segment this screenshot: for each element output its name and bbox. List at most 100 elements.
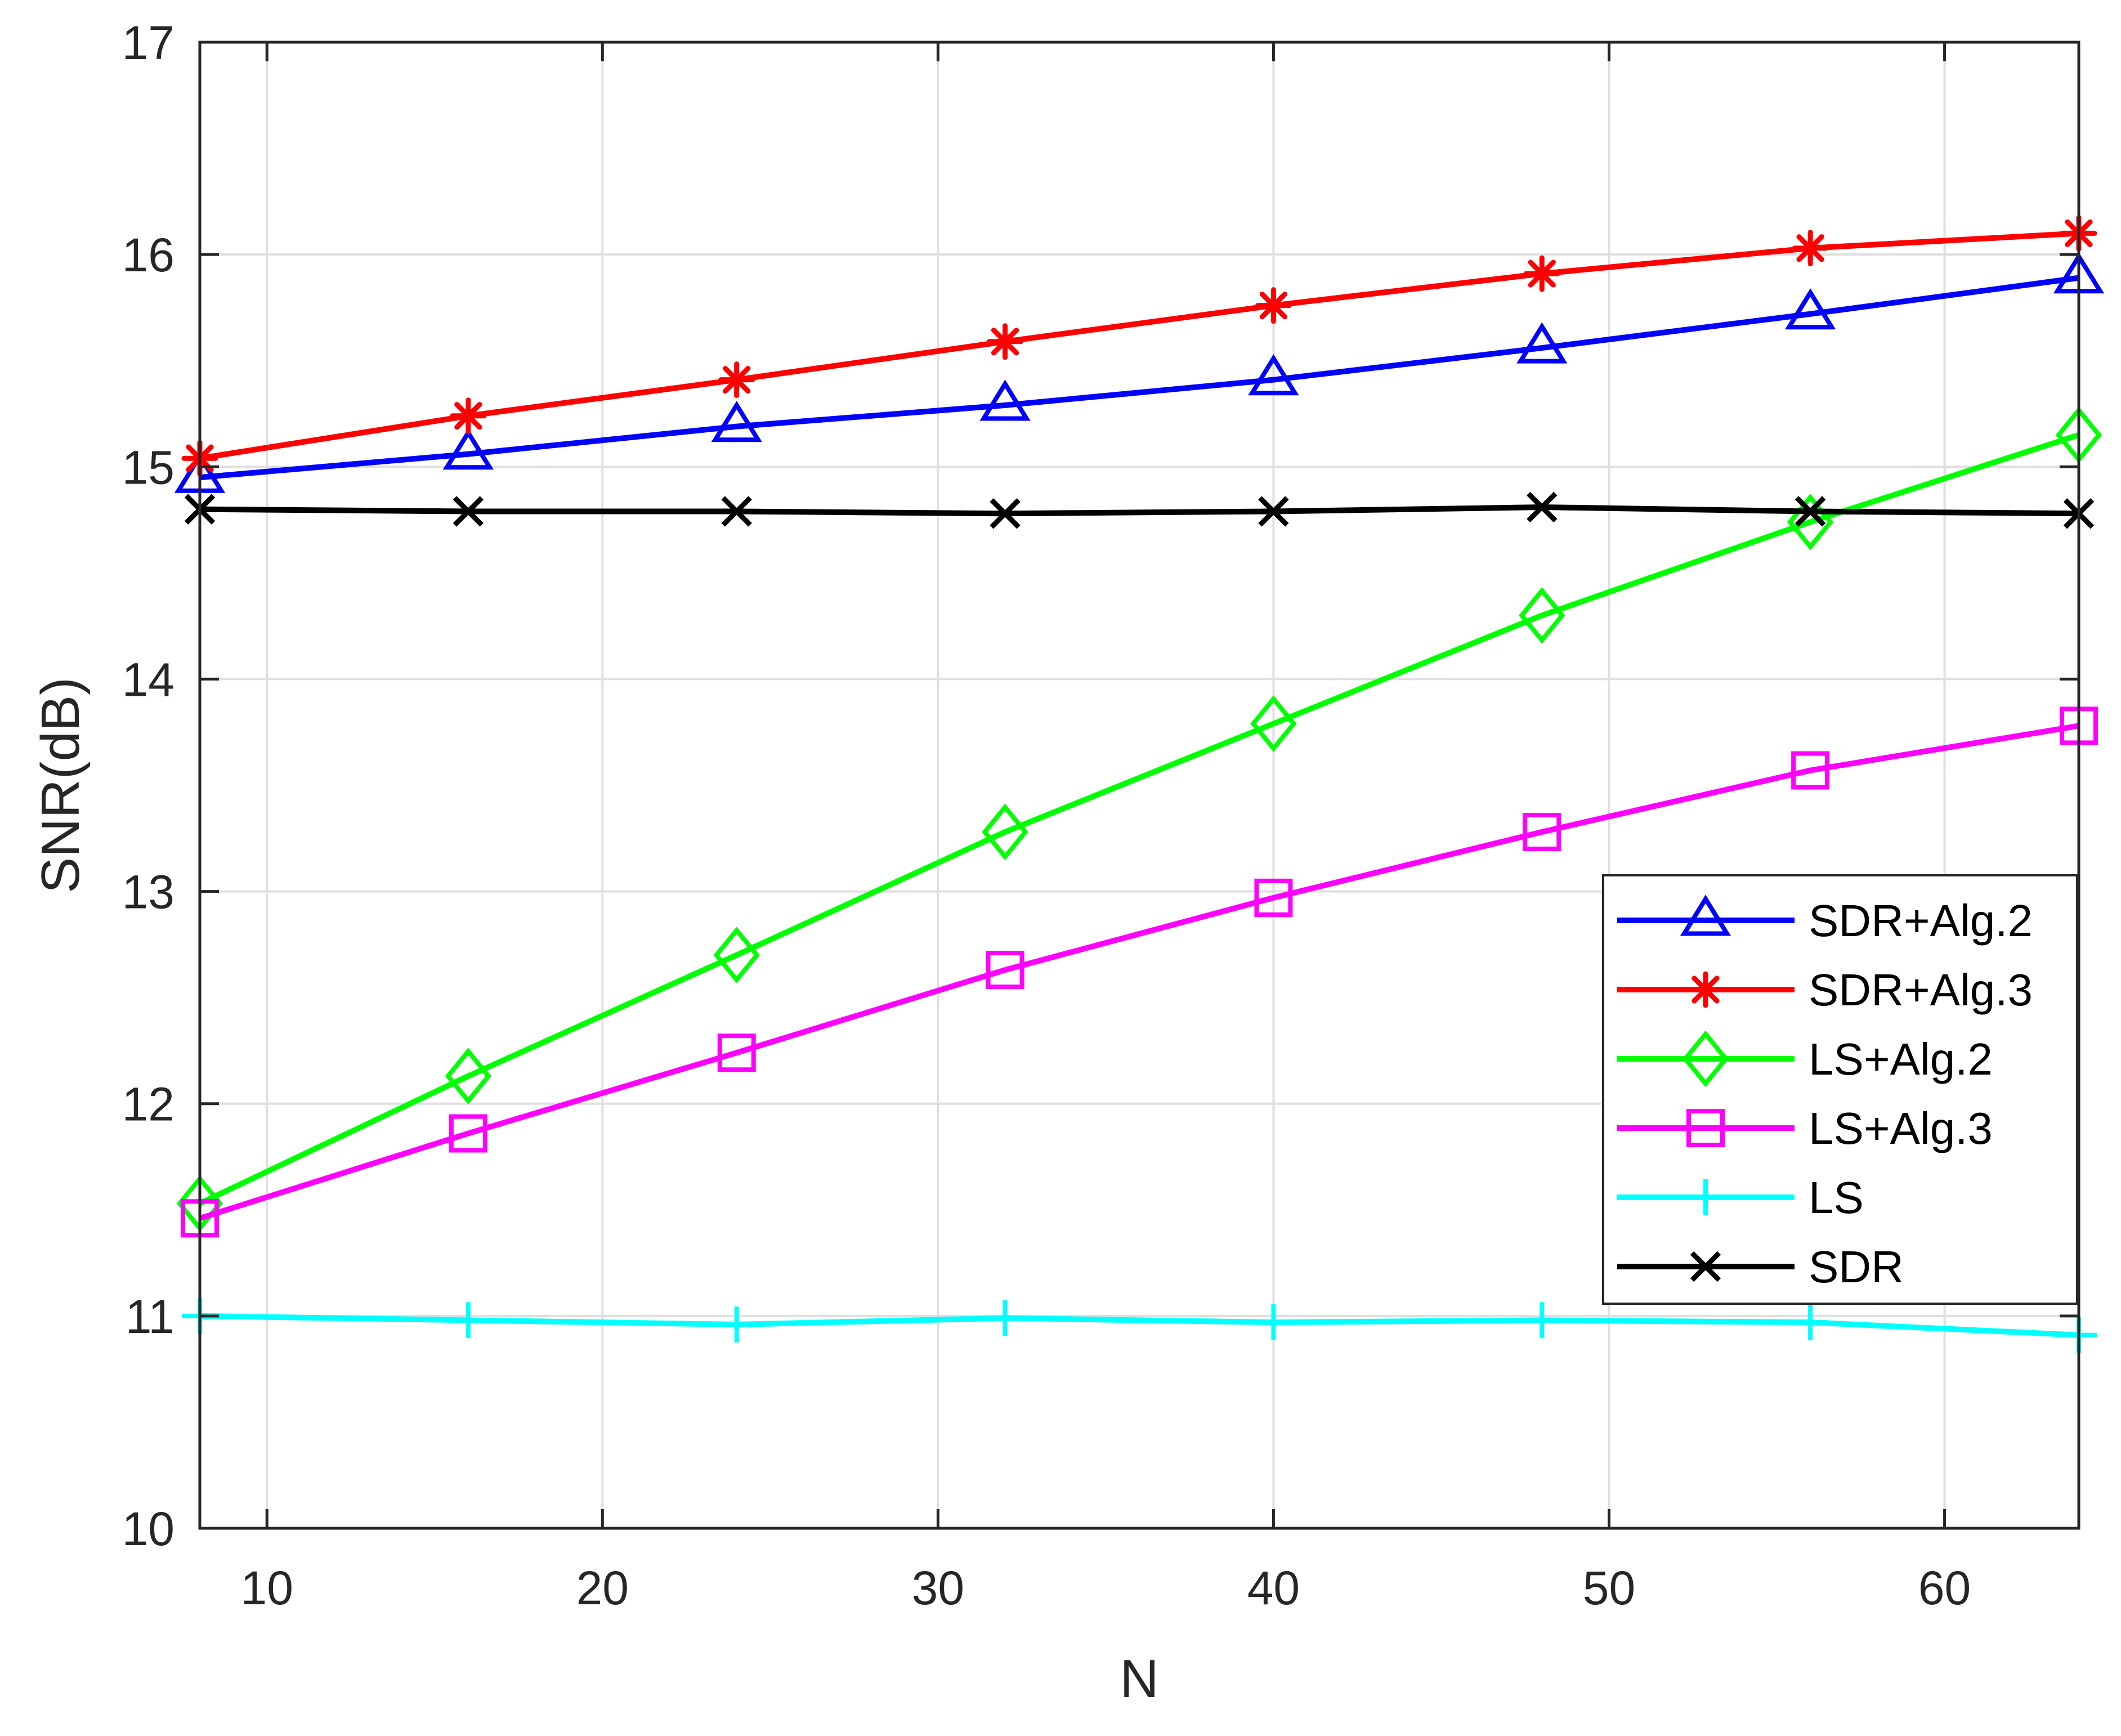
y-tick-label: 11 — [126, 1290, 174, 1343]
asterisk-stroke — [1796, 234, 1824, 262]
data-point-sdr-alg-3 — [987, 323, 1024, 360]
x-axis-label: N — [1120, 1649, 1158, 1709]
legend-label-sdr-alg-3: SDR+Alg.3 — [1809, 965, 2033, 1015]
data-point-sdr-alg-2 — [1784, 288, 1836, 330]
data-point-ls-alg-3 — [449, 1114, 487, 1153]
x-stroke — [453, 496, 484, 527]
legend-marker-sdr-alg-3 — [1687, 971, 1724, 1008]
series-line-sdr-alg-3 — [199, 230, 2079, 462]
y-tick-label: 13 — [122, 866, 174, 919]
legend-box — [1602, 874, 2078, 1305]
legend: SDR+Alg.2 SDR+Alg.3 LS+Alg.2 LS+Alg.3 LS SDR — [1602, 874, 2078, 1305]
x-stroke — [990, 498, 1021, 529]
legend-entry-ls: LS — [1617, 1173, 1864, 1223]
data-point-sdr — [453, 496, 484, 527]
y-tick-label: 17 — [122, 16, 174, 69]
data-point-ls — [987, 1300, 1023, 1336]
y-tick-label: 10 — [122, 1502, 174, 1555]
data-point-sdr-alg-2 — [1516, 322, 1568, 364]
asterisk-stroke — [1259, 291, 1288, 320]
x-stroke — [721, 496, 752, 527]
data-point-sdr-alg-2 — [442, 428, 494, 470]
data-point-ls — [1255, 1304, 1292, 1341]
x-tick-label: 10 — [240, 1561, 293, 1614]
asterisk-stroke — [991, 328, 1019, 356]
asterisk-stroke — [1528, 259, 1556, 288]
data-point-sdr — [721, 496, 752, 527]
data-point-sdr-alg-3 — [450, 397, 487, 435]
data-point-ls — [1524, 1302, 1560, 1339]
data-point-sdr — [990, 498, 1021, 529]
legend-marker-ls — [1688, 1179, 1724, 1215]
data-point-sdr-alg-2 — [979, 379, 1031, 421]
series-line-sdr-alg-2 — [199, 275, 2079, 481]
series-line-ls-alg-2 — [198, 432, 2080, 1206]
legend-entry-ls-alg-2: LS+Alg.2 — [1617, 1030, 1993, 1088]
x-tick-label: 50 — [1583, 1561, 1635, 1614]
data-point-sdr-alg-2 — [1248, 354, 1299, 396]
series-line-ls — [199, 1313, 2079, 1338]
asterisk-stroke — [1692, 976, 1720, 1004]
x-stroke — [1527, 491, 1558, 523]
data-point-ls-alg-2 — [713, 927, 760, 984]
data-point-ls-alg-3 — [1523, 812, 1561, 851]
y-tick-label: 16 — [122, 229, 174, 281]
data-point-ls-alg-3 — [717, 1033, 756, 1072]
data-point-sdr-alg-2 — [711, 401, 762, 442]
legend-label-ls-alg-2: LS+Alg.2 — [1809, 1034, 1993, 1084]
y-axis-label: SNR(dB) — [30, 677, 91, 893]
series-ls-alg-3 — [181, 706, 2098, 1238]
data-point-sdr — [1795, 496, 1826, 527]
series-line-sdr — [199, 504, 2079, 517]
legend-label-ls-alg-3: LS+Alg.3 — [1809, 1103, 1993, 1153]
data-point-ls-alg-3 — [1254, 878, 1293, 917]
x-tick-label: 20 — [576, 1561, 629, 1614]
data-series — [174, 214, 2105, 1353]
y-tick-label: 14 — [122, 653, 174, 706]
legend-entry-sdr-alg-2: SDR+Alg.2 — [1617, 894, 2033, 946]
data-point-ls-alg-2 — [982, 803, 1028, 861]
data-point-ls — [1792, 1304, 1829, 1341]
data-point-sdr-alg-3 — [1792, 230, 1829, 267]
legend-label-sdr: SDR — [1809, 1242, 1904, 1292]
legend-marker-ls-alg-2 — [1682, 1030, 1729, 1088]
x-tick-label: 40 — [1247, 1561, 1300, 1614]
legend-marker-sdr — [1690, 1251, 1721, 1282]
data-point-sdr — [1258, 496, 1289, 527]
data-point-sdr-alg-3 — [1255, 287, 1292, 324]
y-tick-label: 12 — [122, 1078, 174, 1131]
y-tick-label: 15 — [122, 441, 174, 494]
x-stroke — [1795, 496, 1826, 527]
legend-label-ls: LS — [1809, 1173, 1864, 1223]
x-tick-label: 30 — [912, 1561, 964, 1614]
data-point-ls-alg-2 — [1519, 587, 1565, 644]
x-tick-label: 60 — [1918, 1561, 1971, 1614]
x-stroke — [1690, 1251, 1721, 1282]
data-point-sdr — [1527, 491, 1558, 523]
series-sdr-alg-3 — [181, 214, 2097, 477]
series-sdr — [184, 491, 2095, 529]
asterisk-stroke — [723, 365, 751, 394]
plot-area-frame — [198, 41, 2080, 1530]
data-point-ls — [718, 1306, 755, 1343]
series-sdr-alg-2 — [174, 252, 2105, 493]
series-ls-alg-2 — [176, 406, 2102, 1232]
legend-marker-ls-alg-3 — [1686, 1109, 1725, 1147]
data-point-ls-alg-2 — [1250, 695, 1297, 752]
legend-entry-ls-alg-3: LS+Alg.3 — [1617, 1103, 1993, 1153]
data-point-ls-alg-2 — [445, 1048, 492, 1105]
series-line-ls-alg-3 — [199, 723, 2079, 1222]
axis-ticks: 10 20 30 40 50 60 10 11 12 13 14 15 16 17 — [122, 16, 2079, 1614]
legend-marker-sdr-alg-2 — [1680, 894, 1731, 936]
asterisk-stroke — [454, 402, 482, 430]
legend-label-sdr-alg-2: SDR+Alg.2 — [1809, 896, 2033, 946]
data-point-ls — [450, 1302, 486, 1339]
data-point-sdr-alg-3 — [718, 361, 755, 399]
data-point-ls-alg-3 — [986, 951, 1024, 990]
data-point-ls-alg-3 — [1791, 751, 1830, 790]
legend-entry-sdr: SDR — [1617, 1242, 1904, 1292]
legend-entry-sdr-alg-3: SDR+Alg.3 — [1617, 965, 2033, 1015]
data-point-sdr-alg-3 — [1523, 255, 1560, 292]
x-stroke — [1258, 496, 1289, 527]
